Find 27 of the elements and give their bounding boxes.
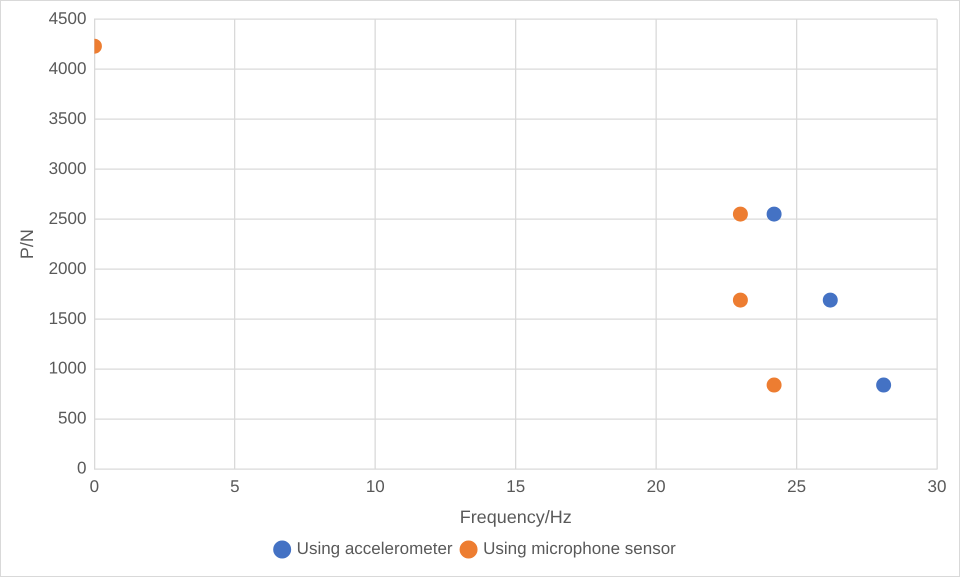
x-tick-label: 25 — [787, 476, 806, 496]
y-tick-label: 3500 — [48, 108, 86, 128]
x-axis-title: Frequency/Hz — [460, 507, 572, 528]
y-tick-label: 1000 — [48, 358, 86, 378]
legend-label: Using microphone sensor — [483, 539, 676, 558]
y-axis-title: P/N — [16, 229, 37, 260]
x-tick-label: 10 — [366, 476, 385, 496]
x-tick-label: 0 — [90, 476, 100, 496]
point — [822, 292, 838, 308]
y-tick-label: 3000 — [48, 158, 86, 178]
y-tick-label: 2500 — [48, 208, 86, 228]
x-tick-label: 15 — [506, 476, 526, 496]
y-tick-label: 2000 — [48, 258, 86, 278]
x-tick-label: 30 — [928, 476, 946, 496]
point — [732, 206, 748, 222]
y-tick-label: 1500 — [48, 308, 86, 328]
legend-label: Using accelerometer — [296, 539, 453, 558]
point — [766, 378, 782, 393]
point — [732, 292, 748, 308]
x-tick-label: 20 — [646, 476, 666, 496]
point — [876, 378, 892, 393]
x-tick-label: 5 — [230, 476, 240, 496]
y-tick-label: 0 — [76, 458, 86, 478]
y-tick-label: 500 — [58, 408, 86, 428]
point — [766, 206, 782, 222]
y-tick-label: 4500 — [48, 8, 86, 28]
y-tick-label: 4000 — [48, 58, 86, 78]
